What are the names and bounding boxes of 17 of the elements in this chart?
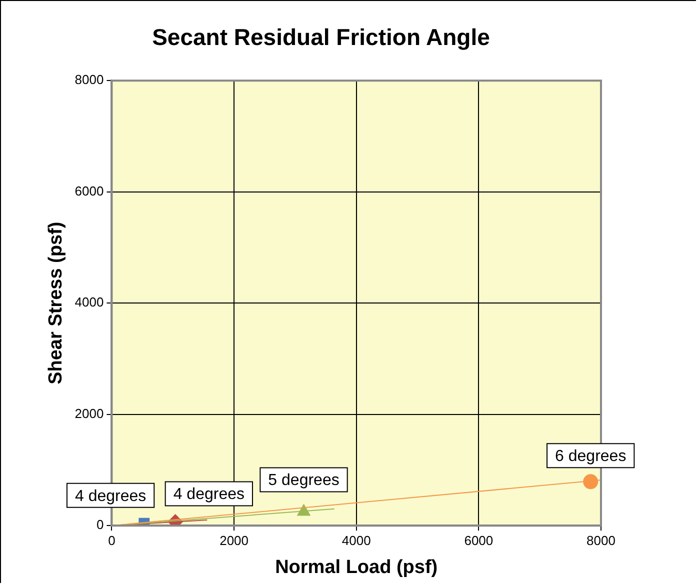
y-tick-label: 4000 bbox=[74, 294, 104, 310]
x-axis-title: Normal Load (psf) bbox=[275, 556, 438, 578]
annotation: 4 degrees bbox=[74, 488, 146, 505]
y-axis-title: Shear Stress (psf) bbox=[46, 222, 67, 384]
annotation: 6 degrees bbox=[555, 448, 626, 466]
x-tick-label: 6000 bbox=[464, 532, 494, 548]
x-tick-label: 2000 bbox=[220, 532, 248, 548]
y-tick-label: 2000 bbox=[74, 406, 104, 421]
chart-title: Secant Residual Friction Angle bbox=[152, 24, 490, 50]
annotation: 5 degrees bbox=[268, 472, 340, 490]
x-tick-label: 8000 bbox=[586, 532, 616, 548]
y-tick-label: 6000 bbox=[74, 183, 104, 198]
annotation: 4 degrees bbox=[173, 486, 244, 504]
x-tick-label: 4000 bbox=[342, 532, 371, 548]
y-tick-label: 0 bbox=[96, 517, 104, 532]
y-tick-label: 8000 bbox=[74, 72, 104, 88]
x-tick-label: 0 bbox=[108, 532, 116, 548]
